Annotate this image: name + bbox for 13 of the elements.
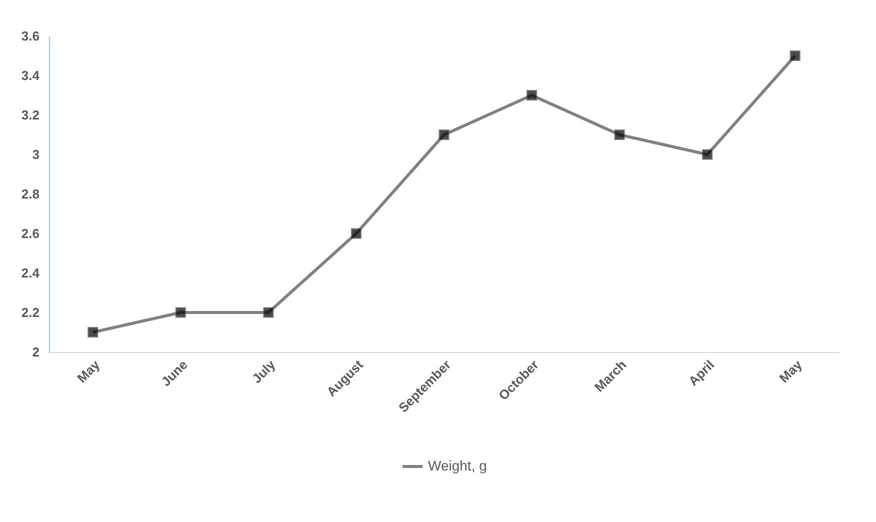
legend-label: Weight, g — [428, 458, 487, 474]
y-tick-label: 3 — [32, 147, 40, 162]
y-tick-label: 2.2 — [21, 305, 40, 320]
y-tick-label: 3.2 — [21, 108, 40, 122]
y-tick-label: 2 — [32, 344, 40, 360]
y-tick-label: 2.8 — [21, 186, 40, 202]
x-tick-label: July — [249, 356, 279, 386]
x-tick-label: May — [776, 356, 806, 386]
y-tick-label: 3.4 — [21, 68, 40, 83]
x-tick-label: May — [74, 356, 104, 386]
y-tick-label: 2.4 — [21, 266, 40, 280]
y-tick-label: 3.6 — [21, 28, 40, 44]
y-tick-label: 2.6 — [21, 226, 40, 241]
